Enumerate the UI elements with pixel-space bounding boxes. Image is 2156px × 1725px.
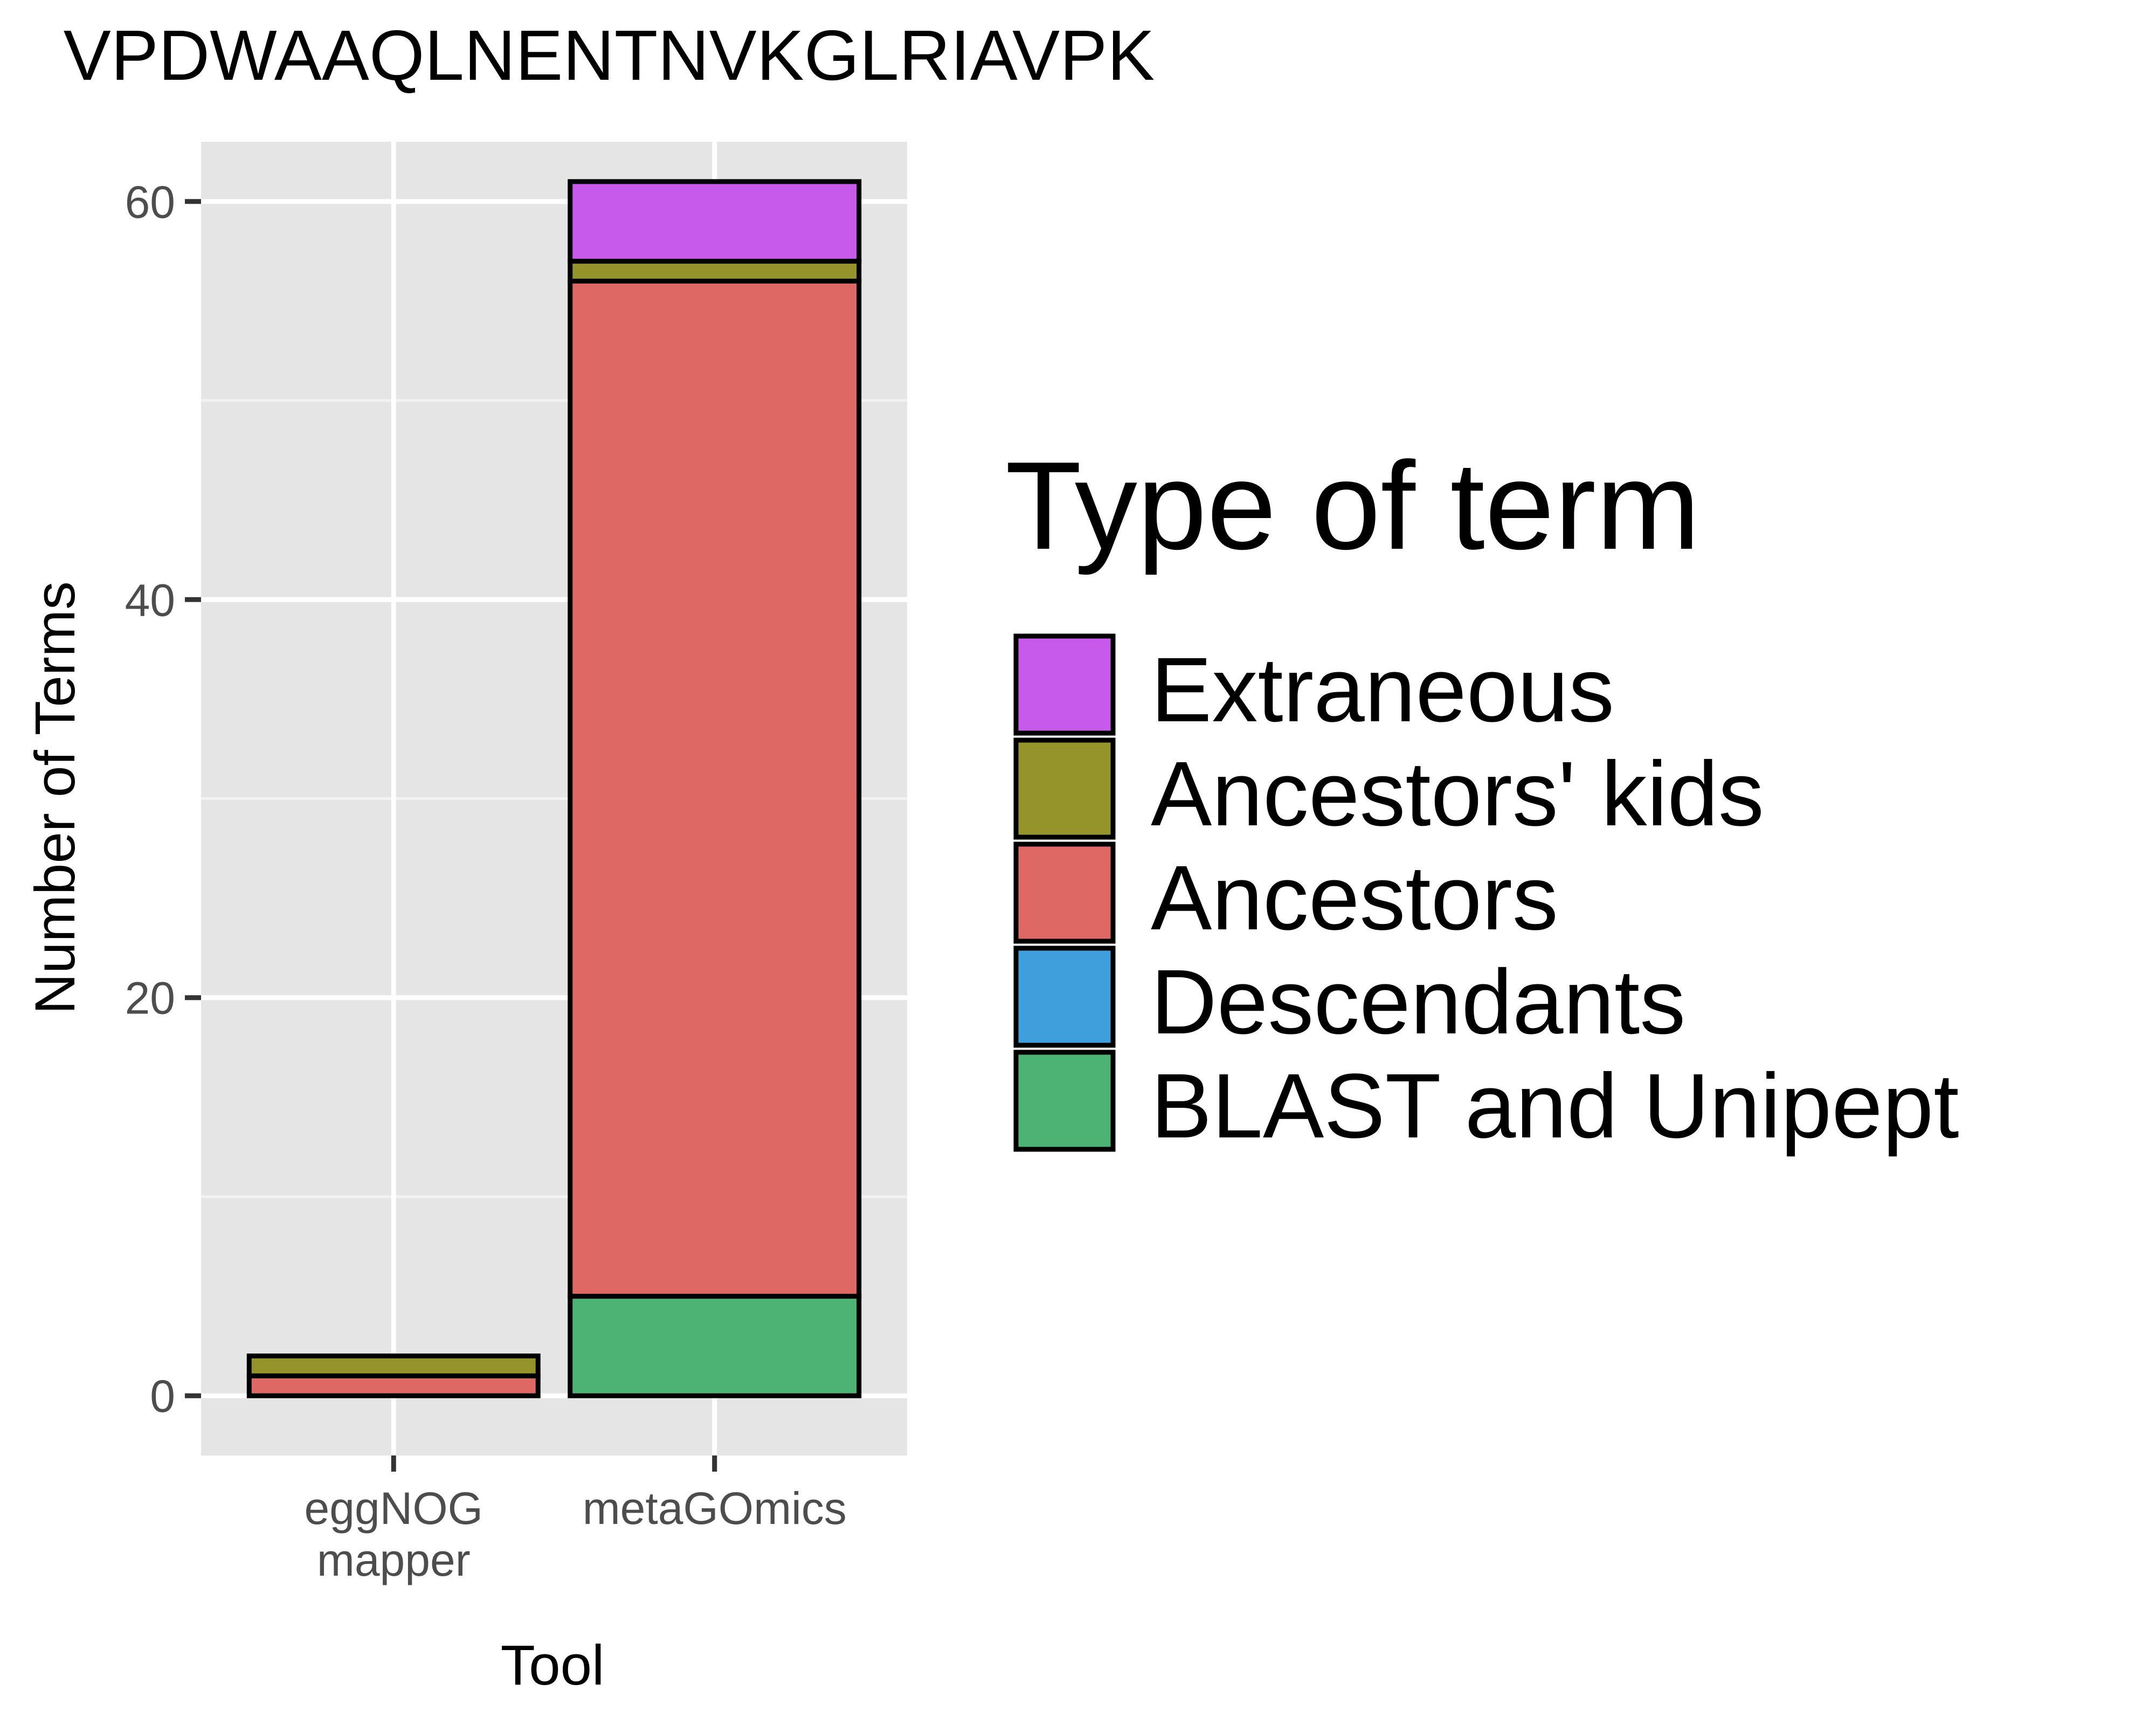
y-tick-label: 40 bbox=[125, 575, 175, 625]
y-axis: 0 20 40 60 bbox=[125, 177, 201, 1422]
bar-segment bbox=[568, 179, 862, 264]
y-tick-label: 0 bbox=[150, 1371, 175, 1422]
bars bbox=[246, 179, 862, 1398]
bar-segment bbox=[246, 1353, 541, 1378]
bar-segment bbox=[568, 1294, 862, 1398]
legend-key bbox=[1013, 1050, 1116, 1152]
legend-key bbox=[1013, 841, 1116, 944]
bar-segment bbox=[568, 259, 862, 284]
x-tick-label: eggNOG mapper bbox=[305, 1483, 483, 1585]
chart-title: VPDWAAQLNENTNVKGLRIAVPK bbox=[64, 16, 1155, 95]
legend-key bbox=[1013, 946, 1116, 1048]
legend-key bbox=[1013, 633, 1116, 736]
legend-label: Ancestors bbox=[1151, 847, 1558, 949]
bar-segment bbox=[246, 1373, 541, 1398]
x-tick-label: metaGOmics bbox=[583, 1483, 847, 1534]
legend-label: Ancestors' kids bbox=[1151, 743, 1764, 845]
bar-segment bbox=[568, 278, 862, 1299]
legend-key bbox=[1013, 737, 1116, 840]
legend-label: Descendants bbox=[1151, 951, 1685, 1053]
legend-label: BLAST and Unipept bbox=[1151, 1055, 1959, 1157]
legend-label: Extraneous bbox=[1151, 639, 1614, 741]
y-tick-label: 20 bbox=[125, 973, 175, 1024]
legend-title: Type of term bbox=[1005, 436, 1700, 576]
y-axis-label: Number of Terms bbox=[24, 581, 87, 1014]
x-axis-label: Tool bbox=[501, 1634, 605, 1697]
x-axis: eggNOG mapper metaGOmics bbox=[305, 1455, 847, 1585]
y-tick-label: 60 bbox=[125, 177, 175, 227]
